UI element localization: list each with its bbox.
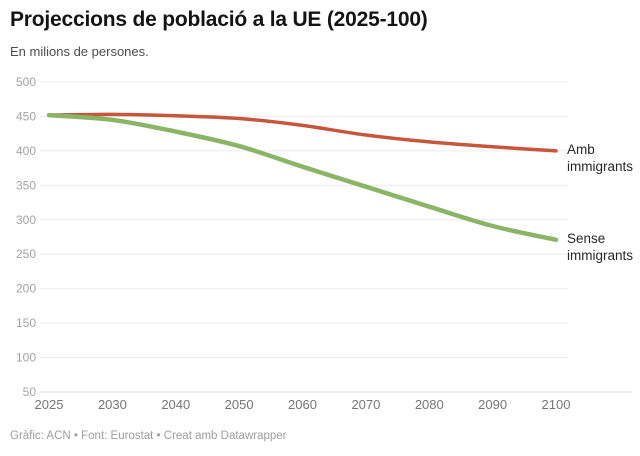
x-tick-label: 2090	[478, 397, 507, 412]
series-label-line: immigrants	[567, 158, 634, 174]
series-line-amb	[47, 112, 558, 153]
x-tick-label: 2100	[542, 397, 571, 412]
y-tick-label: 450	[16, 109, 36, 123]
series-line-sense	[46, 112, 559, 243]
y-tick-label: 300	[16, 213, 36, 227]
x-tick-label: 2040	[161, 397, 190, 412]
y-tick-label: 100	[16, 351, 36, 365]
y-tick-label: 50	[23, 385, 37, 399]
x-tick-label: 2060	[288, 397, 317, 412]
series-label-sense: Sense immigrants	[567, 230, 633, 264]
series-label-line: Amb	[567, 141, 595, 157]
series-label-line: Sense	[567, 230, 606, 246]
x-axis-labels: 2025 2030 2040 2050 2060 2070 2080 2090 2100	[35, 397, 571, 412]
x-tick-label: 2070	[351, 397, 380, 412]
x-tick-label: 2050	[225, 397, 254, 412]
x-tick-label: 2030	[98, 397, 127, 412]
y-tick-label: 150	[16, 316, 36, 330]
x-tick-label: 2080	[415, 397, 444, 412]
y-tick-label: 350	[16, 178, 36, 192]
y-tick-label: 250	[16, 247, 36, 261]
chart-title: Projeccions de població a la UE (2025-10…	[10, 8, 428, 31]
y-tick-label: 200	[16, 282, 36, 296]
chart-subtitle: En milions de persones.	[10, 44, 149, 59]
y-tick-label: 400	[16, 144, 36, 158]
series-label-line: immigrants	[567, 247, 634, 263]
series-label-amb: Amb immigrants	[567, 141, 633, 175]
x-tick-label: 2025	[35, 397, 64, 412]
credit-line: Gràfic: ACN • Font: Eurostat • Creat amb…	[10, 430, 287, 442]
series-lines	[46, 112, 559, 243]
y-tick-label: 500	[16, 75, 36, 89]
y-axis-labels: 500 450 400 350 300 250 200 150 100 50	[16, 75, 36, 399]
gridlines-group	[40, 81, 632, 393]
